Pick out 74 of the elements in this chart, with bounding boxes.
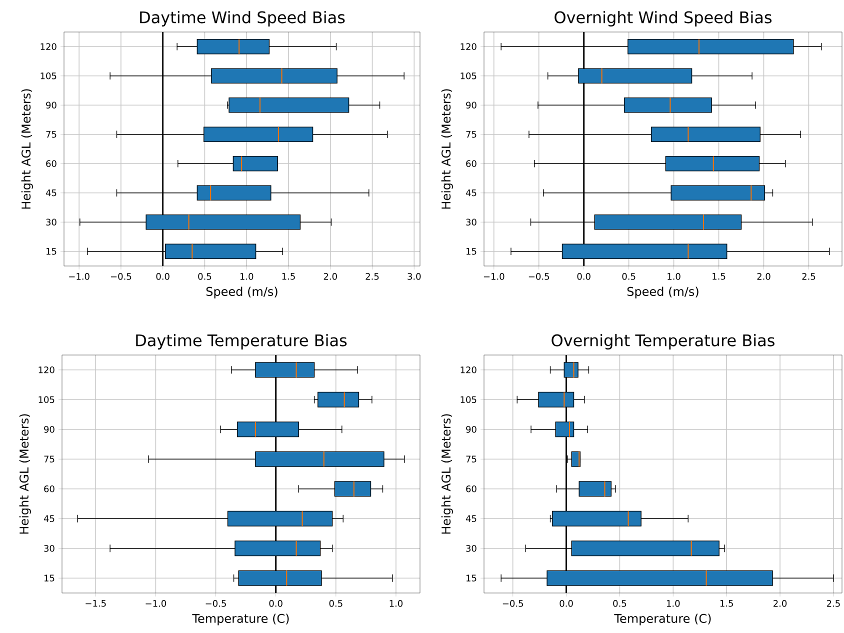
x-tick-label: −0.5 xyxy=(502,600,523,607)
x-axis-title: Temperature (C) xyxy=(192,614,289,626)
y-tick-label: 90 xyxy=(466,426,476,433)
x-tick-label: 3.0 xyxy=(408,273,421,280)
chart-title: Overnight Temperature Bias xyxy=(552,334,774,350)
y-tick-label: 105 xyxy=(40,72,56,80)
x-axis-title: Speed (m/s) xyxy=(206,286,278,298)
y-tick-label: 15 xyxy=(466,248,476,255)
x-tick-label: 1.0 xyxy=(668,273,680,280)
y-tick-label: 75 xyxy=(46,131,56,138)
x-tick-label: −0.5 xyxy=(206,600,226,607)
x-tick-label: 2.0 xyxy=(774,600,787,607)
x-tick-label: −0.5 xyxy=(110,273,132,280)
y-tick-label: 90 xyxy=(466,102,476,109)
y-tick-label: 45 xyxy=(46,190,56,196)
y-tick-label: 60 xyxy=(466,160,476,168)
x-tick-label: 0.0 xyxy=(156,273,170,280)
x-tick-label: 1.0 xyxy=(240,273,254,280)
x-tick-label: 1.5 xyxy=(720,600,733,607)
y-tick-label: 75 xyxy=(466,456,476,462)
y-tick-label: 75 xyxy=(466,131,476,138)
x-tick-label: 2.5 xyxy=(826,600,840,607)
x-tick-label: −0.5 xyxy=(528,273,550,280)
x-tick-label: 1.0 xyxy=(390,600,403,607)
y-tick-label: 15 xyxy=(46,248,56,255)
y-tick-label: 30 xyxy=(466,218,476,226)
x-tick-label: 1.5 xyxy=(712,273,726,280)
y-tick-label: 120 xyxy=(460,366,476,374)
x-tick-label: 1.5 xyxy=(282,273,295,280)
y-tick-label: 15 xyxy=(466,574,476,582)
x-tick-label: 2.0 xyxy=(757,273,770,280)
x-axis-title: Temperature (C) xyxy=(614,614,711,626)
y-tick-label: 60 xyxy=(466,485,476,492)
y-tick-label: 45 xyxy=(466,515,476,522)
x-tick-label: 0.0 xyxy=(560,600,573,607)
y-tick-label: 105 xyxy=(38,396,54,404)
chart-title: Daytime Wind Speed Bias xyxy=(140,10,345,26)
chart-title: Overnight Wind Speed Bias xyxy=(554,10,772,26)
x-tick-label: 0.5 xyxy=(198,273,212,280)
y-tick-label: 30 xyxy=(466,544,476,552)
x-tick-label: 2.5 xyxy=(802,273,816,280)
y-tick-label: 105 xyxy=(460,72,476,80)
x-tick-label: 0.5 xyxy=(613,600,626,607)
y-tick-label: 120 xyxy=(38,366,54,374)
y-tick-label: 45 xyxy=(466,190,476,196)
x-tick-label: 0.5 xyxy=(329,600,342,607)
x-axis-title: Speed (m/s) xyxy=(627,286,698,298)
y-tick-label: 90 xyxy=(44,426,54,433)
y-tick-label: 30 xyxy=(46,218,56,226)
y-axis-title: Height AGL (Meters) xyxy=(441,414,453,534)
y-tick-label: 120 xyxy=(460,43,476,50)
x-tick-label: 0.0 xyxy=(269,600,282,607)
y-tick-label: 60 xyxy=(44,485,54,492)
y-tick-label: 105 xyxy=(460,396,476,404)
x-tick-label: −1.0 xyxy=(69,273,90,280)
chart-title: Daytime Temperature Bias xyxy=(136,334,347,350)
x-tick-label: 2.5 xyxy=(366,273,379,280)
x-tick-label: −1.5 xyxy=(86,600,106,607)
y-tick-label: 75 xyxy=(44,456,54,462)
y-axis-title: Height AGL (Meters) xyxy=(21,89,33,209)
y-tick-label: 60 xyxy=(46,160,56,168)
x-tick-label: 0.0 xyxy=(577,273,590,280)
y-tick-label: 120 xyxy=(40,43,56,50)
y-tick-label: 45 xyxy=(44,515,54,522)
x-tick-label: 1.0 xyxy=(666,600,680,607)
y-tick-label: 90 xyxy=(46,102,56,109)
x-tick-label: 2.0 xyxy=(324,273,337,280)
y-tick-label: 30 xyxy=(44,544,54,552)
x-tick-label: −1.0 xyxy=(484,273,504,280)
y-axis-title: Height AGL (Meters) xyxy=(441,89,453,209)
y-tick-label: 15 xyxy=(44,574,54,582)
x-tick-label: −1.0 xyxy=(146,600,166,607)
x-tick-label: 0.5 xyxy=(622,273,636,280)
y-axis-title: Height AGL (Meters) xyxy=(19,414,31,534)
